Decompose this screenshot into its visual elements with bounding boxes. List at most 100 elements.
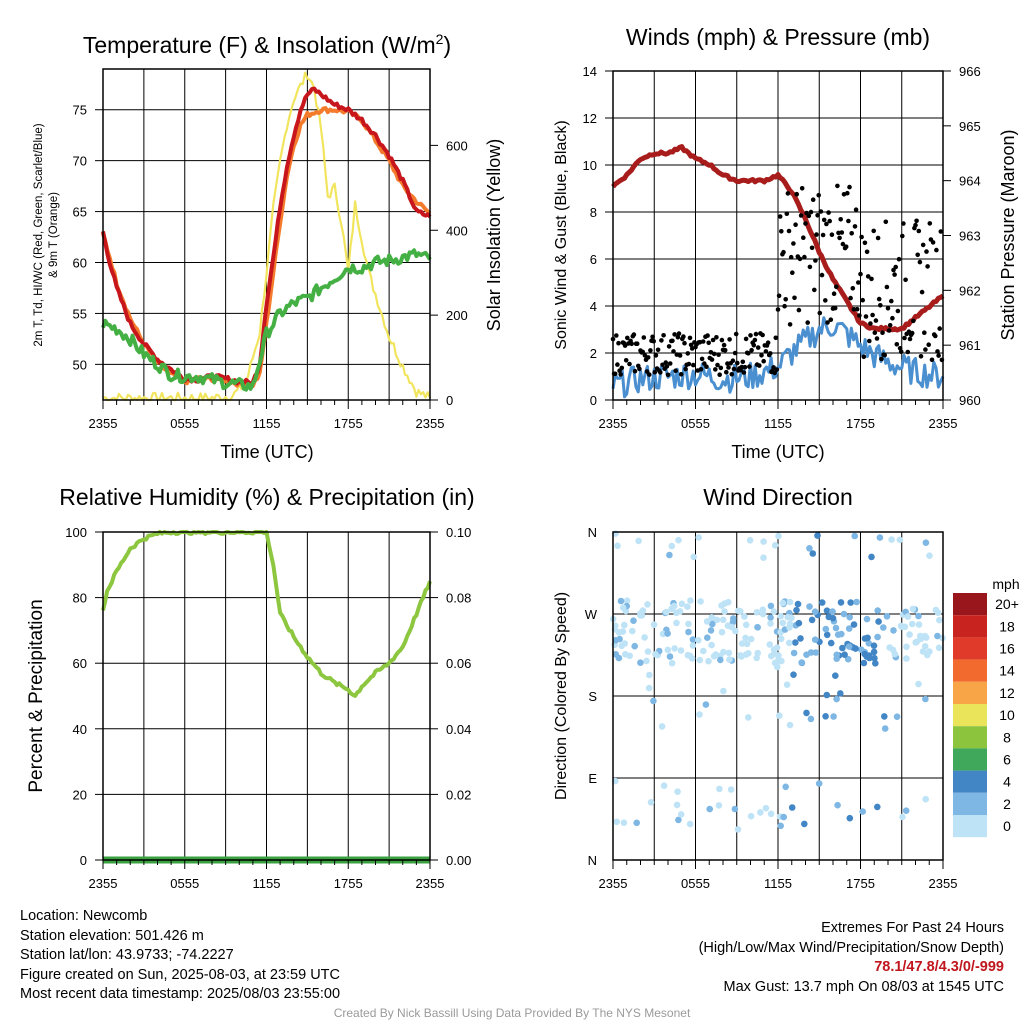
direction-point: [725, 598, 732, 606]
gust-point: [930, 240, 936, 245]
x-tick-label: 1155: [253, 416, 281, 431]
direction-point: [621, 621, 628, 629]
x-tick-label: 2355: [89, 876, 118, 891]
gust-point: [772, 370, 777, 376]
direction-point: [743, 640, 751, 648]
extremes-info: Extremes For Past 24 Hours (High/Low/Max…: [699, 919, 1004, 997]
direction-point: [830, 713, 837, 720]
gust-point: [856, 280, 861, 285]
direction-point: [825, 613, 833, 621]
direction-point: [726, 656, 733, 663]
humidity-panel: Relative Humidity (%) & Precipitation (i…: [26, 484, 475, 891]
gust-point: [786, 228, 792, 234]
direction-point: [702, 701, 710, 708]
direction-point: [922, 695, 929, 703]
y-tick-label: 20: [73, 787, 87, 802]
gust-point: [851, 307, 857, 312]
direction-point: [697, 598, 704, 605]
y-right-tick-label: 961: [959, 338, 981, 353]
winds-grid: [613, 71, 943, 400]
x-tick-label: 1755: [334, 416, 363, 431]
gust-point: [801, 235, 806, 240]
gust-point: [666, 344, 672, 349]
direction-point: [617, 597, 625, 605]
gust-point: [735, 360, 740, 366]
direction-point: [915, 680, 922, 688]
direction-point: [859, 808, 866, 815]
extremes-values: 78.1/47.8/4.3/0/-999: [874, 959, 1004, 975]
direction-point: [612, 651, 620, 658]
gust-point: [901, 221, 906, 226]
y-right-tick-label: 963: [959, 229, 981, 244]
gust-point: [805, 320, 810, 325]
direction-point: [785, 639, 793, 647]
gust-point: [897, 346, 903, 351]
direction-point: [738, 640, 746, 647]
direction-point: [853, 598, 860, 606]
max-gust: Max Gust: 13.7 mph On 08/03 at 1545 UTC: [723, 978, 1004, 995]
x-tick-label: 2355: [416, 416, 445, 431]
direction-point: [658, 723, 666, 730]
gust-point: [713, 367, 718, 372]
direction-point: [720, 687, 727, 695]
direction-point: [759, 610, 767, 618]
gust-point: [660, 362, 665, 368]
gust-point: [651, 338, 656, 344]
gust-point: [683, 366, 688, 372]
gust-point: [929, 357, 935, 363]
direction-point: [919, 648, 927, 655]
series-line: [611, 316, 945, 399]
direction-point: [689, 642, 697, 649]
gust-point: [818, 209, 824, 214]
direction-point: [637, 659, 644, 666]
gust-point: [798, 213, 804, 218]
colorbar-swatch: [953, 659, 987, 682]
gust-point: [922, 330, 927, 336]
gust-point: [759, 353, 764, 358]
gust-point: [849, 231, 854, 236]
direction-point: [745, 714, 752, 721]
direction-title: Wind Direction: [703, 484, 853, 510]
direction-point: [829, 608, 836, 615]
direction-point: [685, 620, 692, 628]
direction-point: [786, 598, 794, 606]
direction-point: [852, 645, 859, 652]
humidity-ylabel: Percent & Precipitation: [26, 599, 47, 792]
gust-point: [861, 354, 867, 360]
direction-point: [663, 608, 670, 616]
gust-point: [631, 332, 637, 337]
y-tick-label: 10: [583, 158, 597, 173]
winds-ticks: 2355 0555 1155 1755 235502468101214960961962…: [583, 64, 981, 431]
direction-point: [913, 638, 921, 646]
direction-point: [868, 553, 875, 561]
direction-point: [664, 646, 672, 654]
gust-point: [678, 372, 684, 377]
humidity-ticks: 2355 0555 1155 1755 23550204060801000.000.02…: [65, 525, 471, 891]
direction-point: [880, 624, 887, 631]
direction-point: [645, 684, 653, 692]
gust-point: [793, 222, 798, 227]
gust-point: [799, 186, 805, 191]
gust-point: [676, 331, 682, 336]
direction-point: [742, 634, 749, 642]
gust-point: [920, 242, 926, 248]
direction-point: [832, 624, 840, 632]
y-tick-label: 6: [590, 252, 597, 267]
direction-point: [741, 613, 748, 620]
gust-point: [934, 247, 939, 253]
gust-point: [658, 370, 663, 375]
colorbar-swatch: [953, 704, 987, 727]
x-tick-label: 1155: [764, 416, 792, 431]
temperature-ylabel-1: 2m T, Td, HI/WC (Red, Green, Scarlet/Blu…: [33, 123, 45, 346]
direction-point: [860, 659, 868, 667]
direction-point: [731, 805, 739, 813]
direction-point: [612, 637, 619, 644]
station-location: Location: Newcomb: [20, 908, 148, 924]
gust-point: [898, 349, 904, 355]
y-tick-label: W: [585, 607, 598, 622]
gust-point: [854, 306, 860, 312]
gust-point: [858, 271, 863, 277]
direction-point: [720, 648, 727, 656]
gust-point: [622, 343, 628, 348]
x-tick-label: 2355: [929, 876, 958, 891]
